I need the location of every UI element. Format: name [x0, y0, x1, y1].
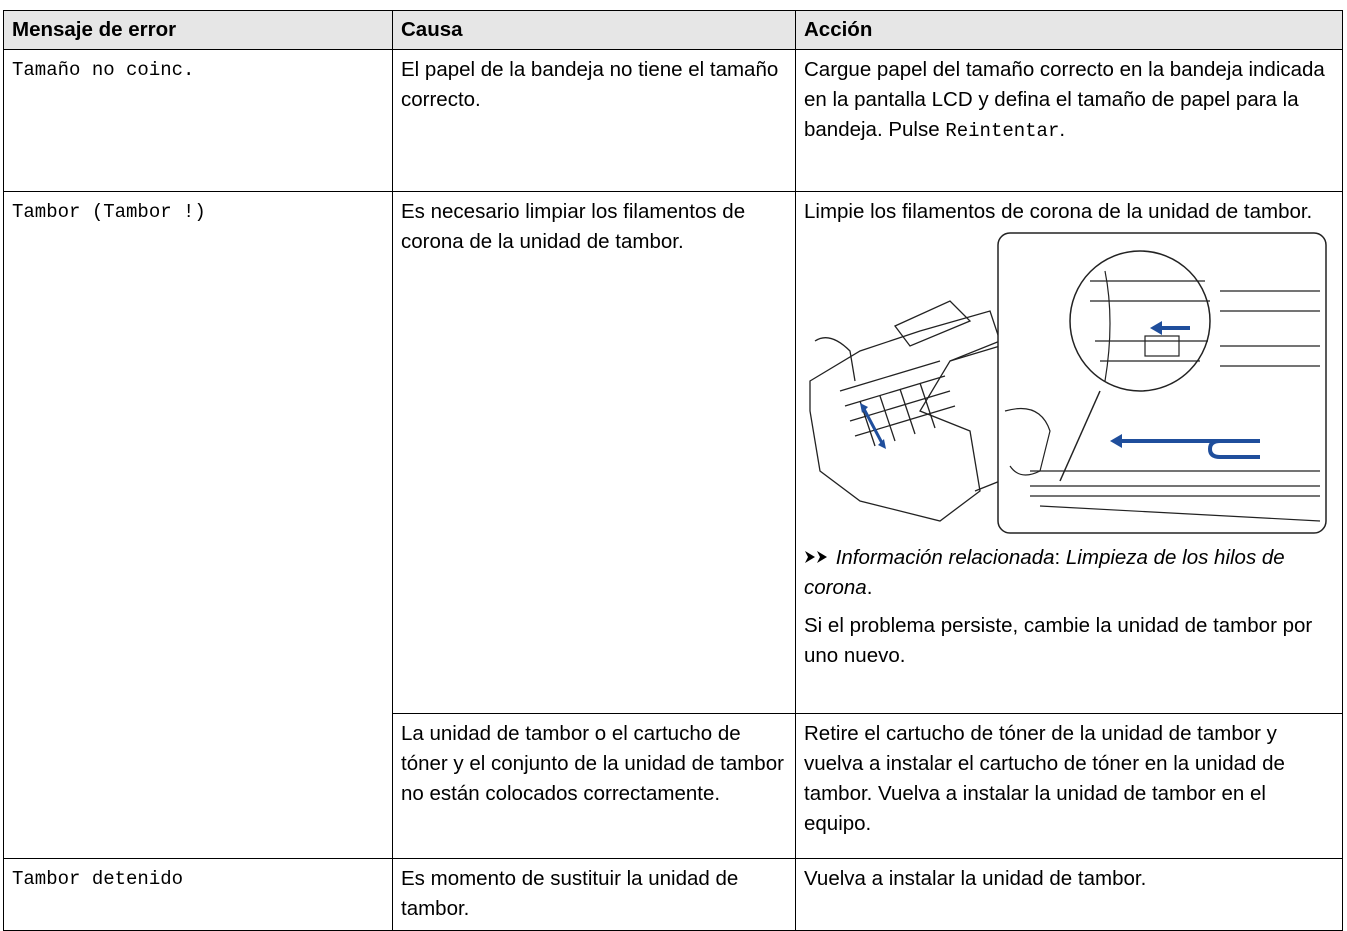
punct: .	[866, 576, 873, 599]
cause: Es necesario limpiar los filamentos de c…	[392, 191, 796, 714]
header-row: Mensaje de error Causa Acción	[3, 10, 1343, 50]
header-cell: Acción	[795, 10, 1343, 50]
row: Tambor detenido Es momento de sustituir …	[3, 858, 1343, 931]
message: Tambor detenido	[3, 858, 393, 931]
row: Tambor (Tambor !) Es necesario limpiar l…	[3, 191, 1343, 859]
cause: El papel de la bandeja no tiene el tamañ…	[392, 49, 796, 192]
related-link[interactable]: Limpieza de los hilos de corona	[804, 546, 1285, 599]
action: Limpie los filamentos de corona de la un…	[795, 191, 1343, 714]
action-text: Limpie los filamentos de corona de la un…	[804, 200, 1313, 223]
button-name: Reintentar	[945, 120, 1060, 142]
illustration	[809, 232, 1327, 534]
message: Tamaño no coinc.	[3, 49, 393, 192]
related-label: Información relacionada	[835, 546, 1055, 569]
row: Tamaño no coinc. El papel de la bandeja …	[3, 49, 1343, 192]
punct: :	[1054, 546, 1061, 569]
action: Retire el cartucho de tóner de la unidad…	[795, 713, 1343, 859]
header-cell: Mensaje de error	[3, 10, 393, 50]
related-icon	[805, 551, 827, 563]
action-text: Cargue papel del tamaño correcto en la b…	[804, 58, 1325, 141]
header-cell: Causa	[392, 10, 796, 50]
cause: Es momento de sustituir la unidad de tam…	[392, 858, 796, 931]
message: Tambor (Tambor !)	[3, 191, 393, 859]
action: Vuelva a instalar la unidad de tambor.	[795, 858, 1343, 931]
error-table: Mensaje de error Causa Acción Tamaño no …	[3, 10, 1343, 931]
note: Si el problema persiste, cambie la unida…	[804, 614, 1313, 667]
cause: La unidad de tambor o el cartucho de tón…	[392, 713, 796, 859]
related-info: Información relacionada: Limpieza de los…	[804, 543, 1334, 603]
action: Cargue papel del tamaño correcto en la b…	[795, 49, 1343, 192]
punct: .	[1059, 118, 1066, 141]
